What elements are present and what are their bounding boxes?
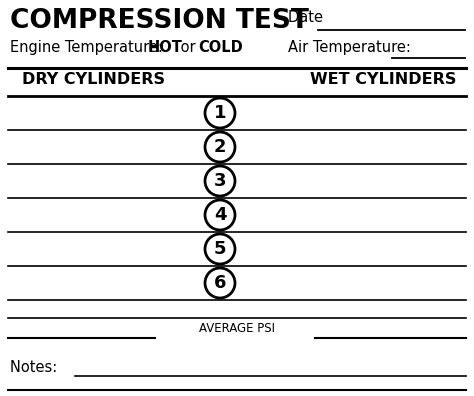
Circle shape: [205, 132, 235, 162]
Text: WET CYLINDERS: WET CYLINDERS: [310, 72, 456, 87]
Text: COLD: COLD: [198, 40, 243, 55]
Text: COMPRESSION TEST: COMPRESSION TEST: [10, 8, 309, 34]
Text: DRY CYLINDERS: DRY CYLINDERS: [22, 72, 165, 87]
Circle shape: [205, 166, 235, 196]
Text: 3: 3: [214, 172, 226, 190]
Text: 2: 2: [214, 138, 226, 156]
Text: Notes:: Notes:: [10, 360, 62, 375]
Text: HOT: HOT: [148, 40, 183, 55]
Circle shape: [205, 234, 235, 264]
Text: 5: 5: [214, 240, 226, 258]
Text: Engine Temperature:: Engine Temperature:: [10, 40, 167, 55]
Text: Air Temperature:: Air Temperature:: [288, 40, 416, 55]
Text: AVERAGE PSI: AVERAGE PSI: [199, 322, 275, 335]
Text: 4: 4: [214, 206, 226, 224]
Circle shape: [205, 98, 235, 128]
Text: Date: Date: [288, 10, 328, 25]
Text: 6: 6: [214, 274, 226, 292]
Text: or: or: [176, 40, 200, 55]
Circle shape: [205, 268, 235, 298]
Text: 1: 1: [214, 104, 226, 122]
Circle shape: [205, 200, 235, 230]
